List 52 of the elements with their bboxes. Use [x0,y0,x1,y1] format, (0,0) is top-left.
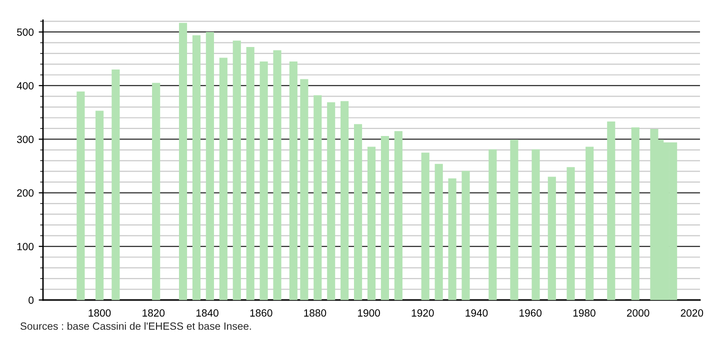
bar [206,32,214,300]
bar [532,149,540,300]
bar [314,95,322,300]
bar [434,164,443,300]
x-tick-label: 1840 [196,309,218,317]
bar [289,61,298,300]
bar [192,35,201,300]
bar [273,50,282,300]
y-tick-label: 0 [28,296,34,304]
bar [586,146,594,300]
y-tick-label: 400 [16,82,34,90]
bar [462,170,470,300]
bar [232,40,241,300]
x-tick-label: 1960 [520,309,542,317]
bar [246,47,254,300]
x-tick-label: 1900 [358,309,380,317]
x-tick-label: 1880 [304,309,326,317]
bar [178,22,188,300]
bar [607,122,616,300]
bar [327,102,336,300]
x-tick-label: 1940 [466,309,488,317]
bar [380,136,389,300]
x-tick-label: 2020 [680,309,704,317]
bar [112,70,120,300]
bar [354,124,362,300]
bar [421,152,430,300]
bar [300,79,308,300]
bar [152,82,160,300]
bar [566,167,575,300]
y-tick-label: 300 [16,136,34,144]
bar [488,149,497,300]
bar [510,140,518,300]
bar [96,110,104,300]
bar [76,91,85,300]
x-tick-label: 1980 [573,309,596,317]
bar [394,131,402,300]
bar [448,178,456,300]
bar [219,58,228,300]
bar [367,146,376,300]
source-note: Sources : base Cassini de l'EHESS et base Insee. [20,322,251,330]
x-tick-label: 1800 [88,309,111,317]
bar [631,127,640,300]
bar [340,101,349,300]
x-tick-label: 1820 [142,309,165,317]
y-tick-label: 500 [17,28,34,36]
x-tick-label: 1920 [412,309,434,317]
x-tick-label: 2000 [627,309,650,317]
y-tick-label: 100 [17,242,34,250]
bar [548,176,556,300]
x-tick-label: 1860 [250,309,272,317]
bar [260,61,268,300]
y-tick-label: 200 [17,189,34,197]
